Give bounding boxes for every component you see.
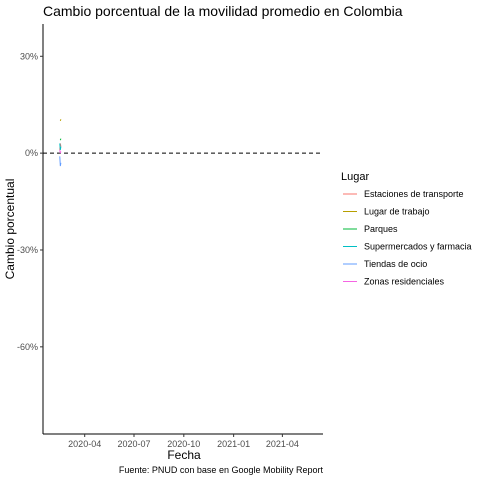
y-tick-label: -60% [17,342,38,352]
legend-label: Lugar de trabajo [364,207,430,217]
series-line [59,156,62,167]
chart-title: Cambio porcentual de la movilidad promed… [43,3,403,19]
x-tick-label: 2021-04 [266,439,299,449]
series-line [59,119,62,122]
legend-label: Supermercados y farmacia [364,242,472,252]
series-line [59,138,62,141]
legend-label: Tiendas de ocio [364,259,427,269]
legend-label: Estaciones de transporte [364,189,464,199]
series-line [59,149,62,154]
y-tick-label: 0% [25,148,38,158]
legend: Estaciones de transporte Lugar de trabajo… [343,189,472,287]
x-tick-label: 2020-07 [117,439,150,449]
series-line [59,143,62,150]
y-tick-label: -30% [17,245,38,255]
chart-caption: Fuente: PNUD con base en Google Mobility… [119,465,324,475]
legend-label: Parques [364,224,398,234]
y-axis-label: Cambio porcentual [3,179,17,280]
x-axis-label: Fecha [167,448,201,462]
x-tick-label: 2020-04 [68,439,101,449]
x-tick-label: 2020-10 [167,439,200,449]
x-tick-label: 2021-01 [217,439,250,449]
legend-label: Zonas residenciales [364,277,445,287]
legend-title: Lugar [341,171,369,183]
y-tick-label: 30% [20,51,38,61]
